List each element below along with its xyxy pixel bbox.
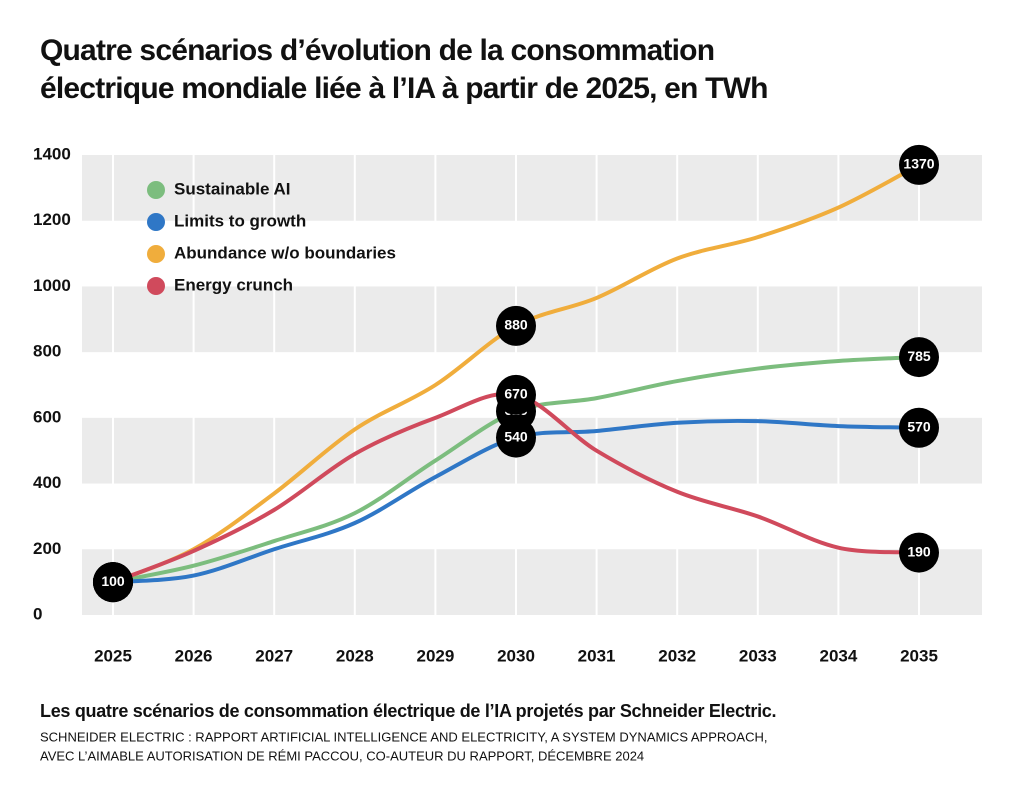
legend-label: Abundance w/o boundaries [174, 243, 396, 262]
legend-label: Energy crunch [174, 275, 293, 294]
point-marker [93, 562, 133, 603]
data-label: 880 [504, 317, 528, 333]
legend-marker [147, 277, 165, 295]
point-marker [496, 374, 536, 415]
plot: 0 200 400 600 800 1000 1200 1400 2025 2026 2027 202… [33, 144, 982, 665]
y-tick-label: 1400 [33, 144, 71, 163]
x-tick-label: 2027 [255, 646, 293, 665]
legend-marker [147, 213, 165, 231]
source: AVEC L’AIMABLE AUTORISATION DE RÉMI PACC… [40, 748, 644, 763]
data-label: 785 [907, 348, 931, 364]
x-tick-label: 2035 [900, 646, 938, 665]
band [82, 549, 982, 615]
point-marker [899, 532, 939, 573]
point-marker [496, 305, 536, 346]
legend-marker [147, 245, 165, 263]
x-tick-label: 2034 [819, 646, 857, 665]
x-tick-label: 2032 [658, 646, 696, 665]
x-tick-label: 2033 [739, 646, 777, 665]
legend-label: Limits to growth [174, 211, 306, 230]
x-tick-label: 2025 [94, 646, 132, 665]
y-tick-label: 1000 [33, 276, 71, 295]
point-marker [899, 407, 939, 448]
x-tick-label: 2026 [175, 646, 213, 665]
subtitle: Les quatre scénarios de consommation éle… [40, 701, 776, 721]
data-label: 1370 [903, 156, 934, 172]
x-tick-label: 2031 [578, 646, 616, 665]
legend-marker [147, 181, 165, 199]
x-tick-label: 2028 [336, 646, 374, 665]
chart-title: électrique mondiale liée à l’IA à partir… [40, 72, 768, 105]
point-marker [899, 144, 939, 185]
y-tick-label: 400 [33, 473, 61, 492]
point-marker [899, 337, 939, 378]
y-tick-label: 0 [33, 604, 42, 623]
data-label: 100 [101, 573, 125, 589]
y-tick-label: 800 [33, 342, 61, 361]
y-tick-label: 1200 [33, 210, 71, 229]
legend-label: Sustainable AI [174, 179, 291, 198]
data-label: 190 [907, 543, 931, 559]
data-label: 570 [907, 418, 931, 434]
data-label: 670 [504, 386, 528, 402]
y-tick-label: 200 [33, 539, 61, 558]
source: SCHNEIDER ELECTRIC : RAPPORT ARTIFICIAL … [40, 729, 767, 744]
chart-title: Quatre scénarios d’évolution de la conso… [40, 34, 714, 67]
x-tick-label: 2030 [497, 646, 535, 665]
y-tick-label: 600 [33, 407, 61, 426]
data-label: 540 [504, 428, 528, 444]
x-tick-label: 2029 [416, 646, 454, 665]
point-marker [496, 417, 536, 458]
